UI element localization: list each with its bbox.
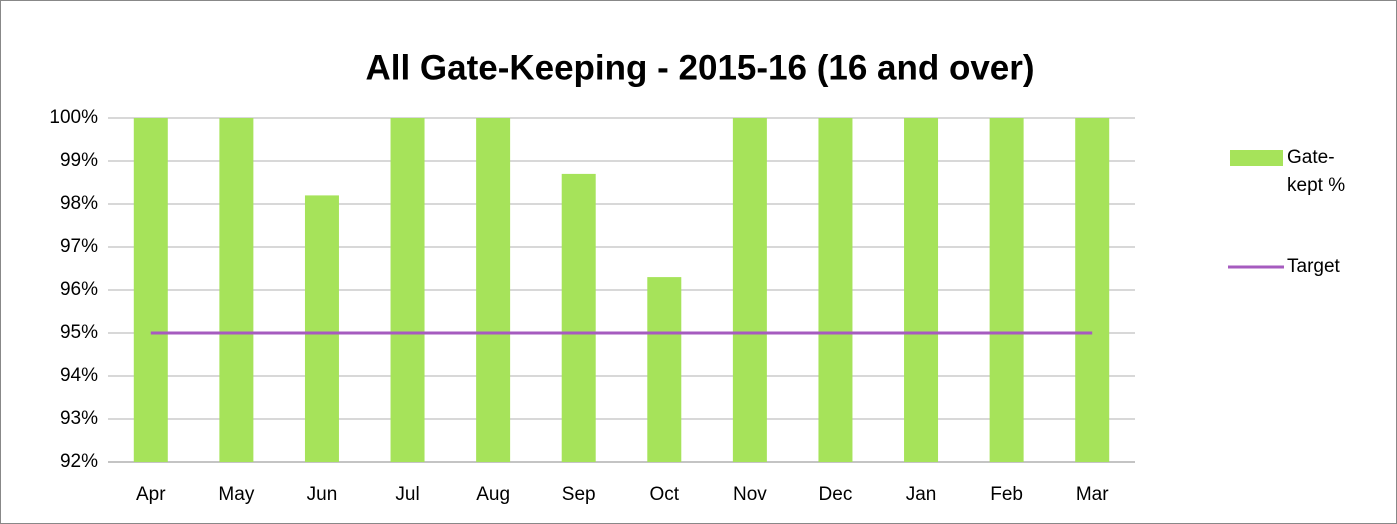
x-tick-label: Jul bbox=[395, 484, 419, 505]
x-tick-label: Nov bbox=[733, 484, 767, 505]
bar bbox=[1075, 118, 1110, 462]
bar bbox=[476, 118, 511, 462]
y-tick-label: 94% bbox=[60, 365, 98, 386]
x-tick-label: Dec bbox=[819, 484, 853, 505]
bar bbox=[818, 118, 853, 462]
bar bbox=[904, 118, 939, 462]
x-tick-label: Feb bbox=[990, 484, 1023, 505]
bar bbox=[561, 173, 596, 462]
bar bbox=[989, 118, 1024, 462]
bar bbox=[304, 195, 339, 462]
bar bbox=[647, 277, 682, 462]
legend-label: Target bbox=[1287, 256, 1340, 277]
x-tick-label: May bbox=[218, 484, 254, 505]
y-tick-label: 98% bbox=[60, 193, 98, 214]
bar bbox=[219, 118, 254, 462]
x-tick-label: Oct bbox=[650, 484, 680, 505]
x-tick-label: Jan bbox=[906, 484, 937, 505]
x-tick-label: Apr bbox=[136, 484, 166, 505]
y-tick-label: 95% bbox=[60, 322, 98, 343]
bar bbox=[133, 118, 168, 462]
y-tick-label: 93% bbox=[60, 408, 98, 429]
legend-swatch bbox=[1230, 150, 1283, 166]
y-tick-label: 99% bbox=[60, 150, 98, 171]
y-tick-label: 100% bbox=[49, 107, 98, 128]
x-tick-label: Jun bbox=[307, 484, 338, 505]
y-tick-label: 92% bbox=[60, 451, 98, 472]
x-tick-label: Mar bbox=[1076, 484, 1109, 505]
y-tick-label: 97% bbox=[60, 236, 98, 257]
x-tick-label: Sep bbox=[562, 484, 596, 505]
bar bbox=[732, 118, 767, 462]
chart-title: All Gate-Keeping - 2015-16 (16 and over) bbox=[365, 48, 1034, 87]
y-tick-label: 96% bbox=[60, 279, 98, 300]
legend-label: Gate-kept % bbox=[1287, 147, 1346, 196]
x-tick-label: Aug bbox=[476, 484, 510, 505]
bar bbox=[390, 118, 425, 462]
